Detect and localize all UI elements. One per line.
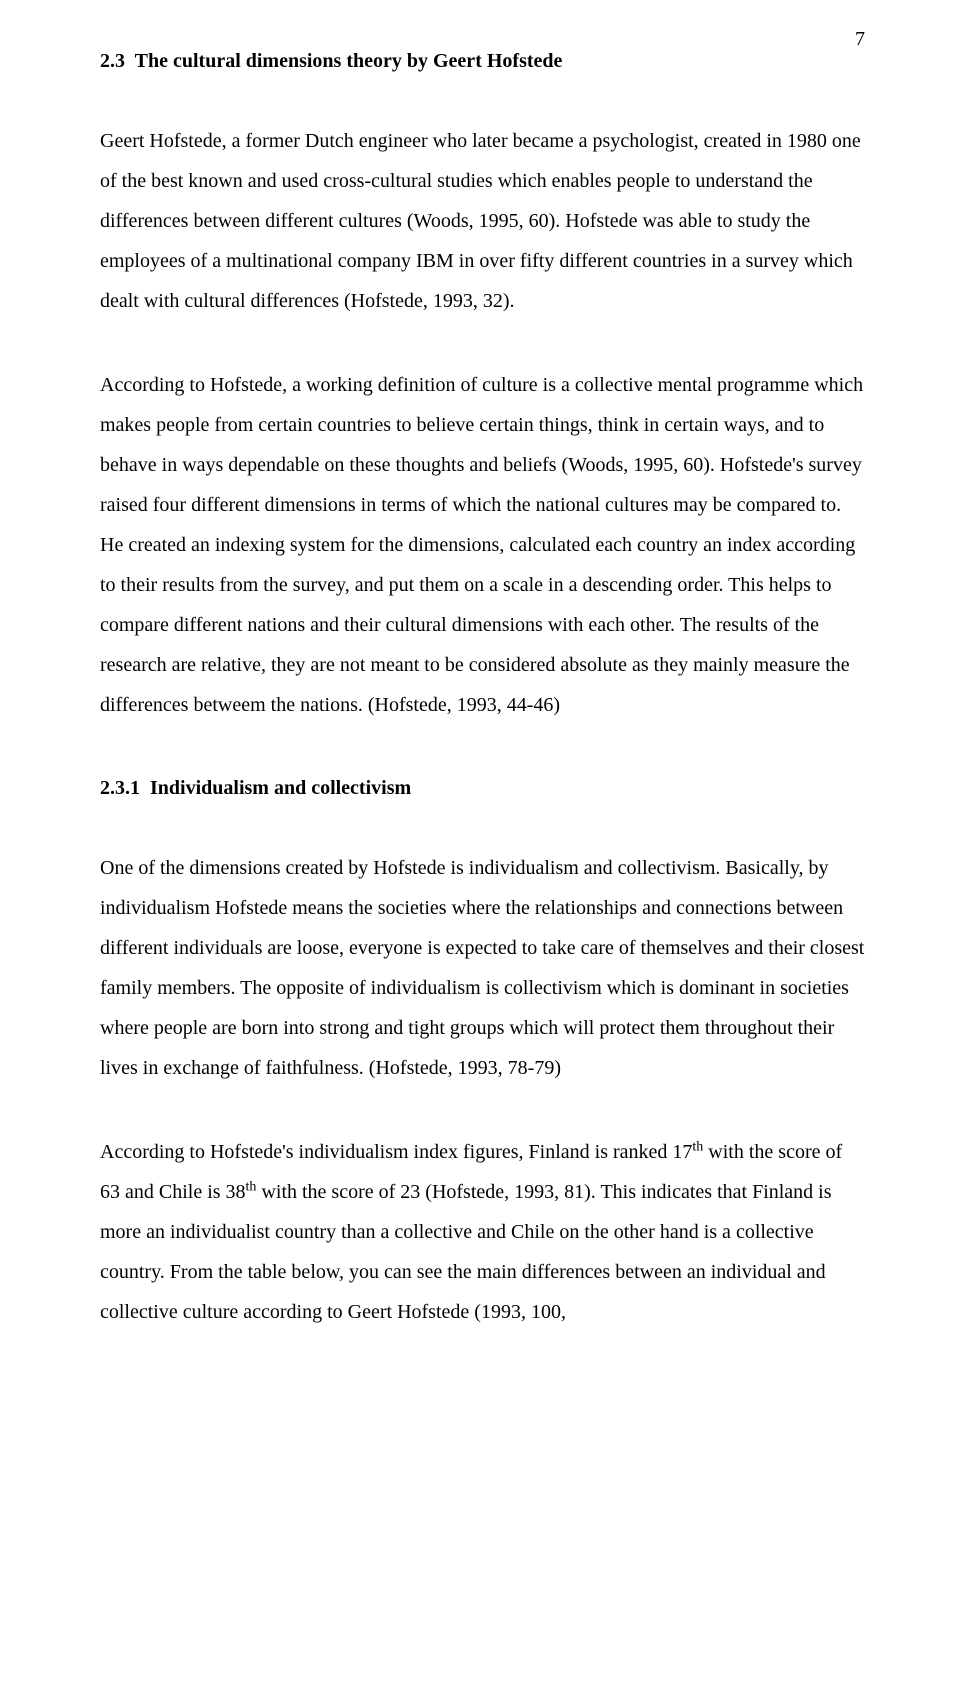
- section-heading-2-3: 2.3 The cultural dimensions theory by Ge…: [100, 50, 865, 73]
- section-number: 2.3: [100, 50, 125, 72]
- paragraph-3: One of the dimensions created by Hofsted…: [100, 848, 865, 1088]
- superscript-17th: th: [692, 1139, 703, 1154]
- para4-part-a: According to Hofstede's individualism in…: [100, 1141, 692, 1163]
- subsection-title: Individualism and collectivism: [150, 777, 411, 799]
- page-number: 7: [855, 28, 865, 51]
- paragraph-4: According to Hofstede's individualism in…: [100, 1132, 865, 1332]
- subsection-number: 2.3.1: [100, 777, 140, 799]
- paragraph-2: According to Hofstede, a working definit…: [100, 365, 865, 725]
- section-title: The cultural dimensions theory by Geert …: [135, 50, 563, 72]
- superscript-38th: th: [246, 1179, 257, 1194]
- paragraph-1: Geert Hofstede, a former Dutch engineer …: [100, 121, 865, 321]
- subsection-heading-2-3-1: 2.3.1 Individualism and collectivism: [100, 777, 865, 800]
- document-page: 7 2.3 The cultural dimensions theory by …: [0, 0, 960, 1362]
